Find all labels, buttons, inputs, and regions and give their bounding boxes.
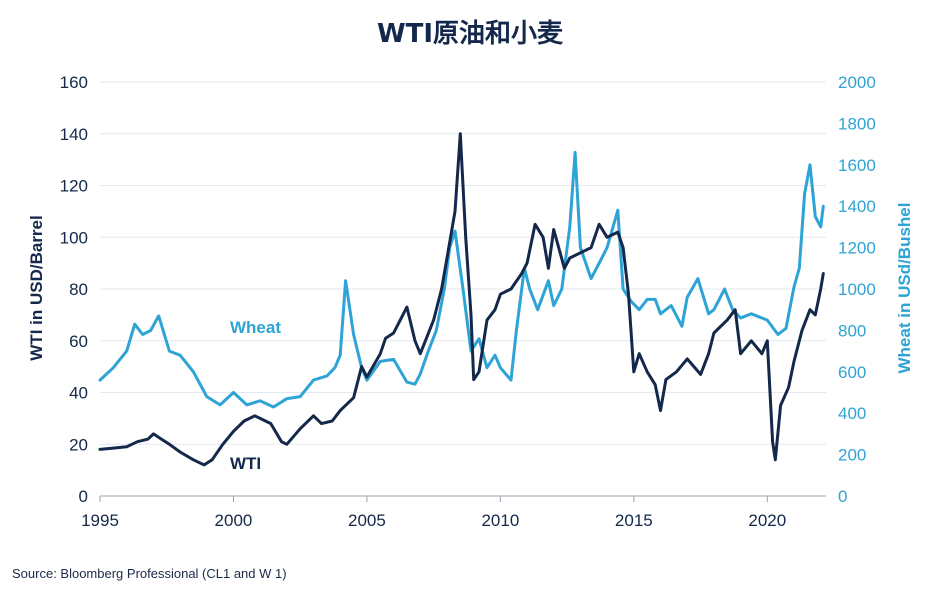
y-tick-label-left: 40 [69, 384, 88, 403]
series-line-wheat [98, 150, 825, 409]
y-tick-label-right: 1200 [838, 239, 876, 258]
y-tick-label-right: 0 [838, 487, 847, 506]
y-tick-label-right: 1800 [838, 114, 876, 133]
series-line-wti [98, 132, 825, 467]
x-tick-label: 2020 [748, 511, 786, 530]
annotation-wti: WTI [230, 454, 261, 473]
x-tick-label: 2005 [348, 511, 386, 530]
x-tick-label: 2010 [481, 511, 519, 530]
y-tick-label-right: 200 [838, 446, 866, 465]
y-axis-label-right: Wheat in USd/Bushel [895, 203, 914, 374]
y-tick-label-left: 80 [69, 280, 88, 299]
y-tick-label-right: 1600 [838, 156, 876, 175]
chart-title: WTI原油和小麦 [377, 19, 564, 49]
x-tick-label: 2015 [615, 511, 653, 530]
y-tick-label-left: 100 [60, 228, 88, 247]
y-tick-label-right: 1400 [838, 197, 876, 216]
y-tick-label-right: 600 [838, 363, 866, 382]
y-axis-label-left: WTI in USD/Barrel [27, 215, 46, 360]
y-tick-label-left: 60 [69, 332, 88, 351]
y-tick-label-left: 120 [60, 177, 88, 196]
y-tick-label-right: 2000 [838, 73, 876, 92]
y-tick-label-right: 1000 [838, 280, 876, 299]
y-tick-label-left: 160 [60, 73, 88, 92]
axis-ticks: 0204060801001201401600200400600800100012… [60, 73, 876, 530]
y-tick-label-left: 140 [60, 125, 88, 144]
y-tick-label-left: 0 [79, 487, 88, 506]
y-tick-label-left: 20 [69, 435, 88, 454]
series [98, 132, 825, 467]
x-tick-label: 2000 [215, 511, 253, 530]
y-tick-label-right: 800 [838, 321, 866, 340]
y-tick-label-right: 400 [838, 404, 866, 423]
annotation-wheat: Wheat [230, 318, 281, 337]
x-tick-label: 1995 [81, 511, 119, 530]
source-note: Source: Bloomberg Professional (CL1 and … [12, 566, 287, 581]
